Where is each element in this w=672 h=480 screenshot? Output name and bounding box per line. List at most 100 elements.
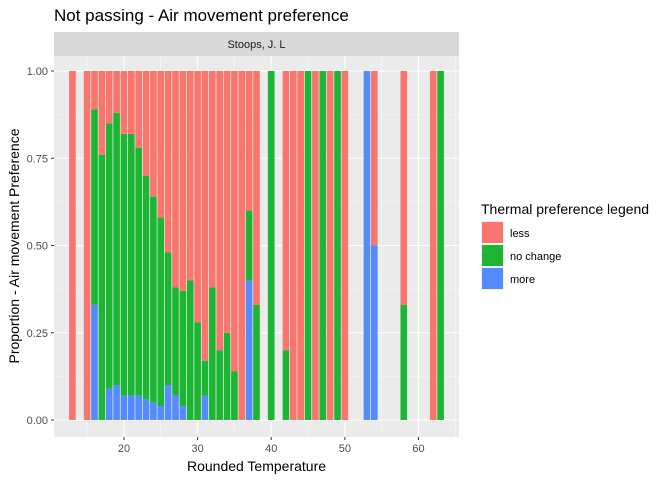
- bar-segment-less: [142, 71, 150, 176]
- facet-strip: [54, 32, 459, 56]
- bar-segment-more: [157, 406, 165, 420]
- bar-segment-less: [371, 71, 378, 246]
- bar-segment-no-change: [179, 290, 187, 407]
- bar-segment-less: [194, 71, 201, 323]
- bar-segment-no-change: [142, 175, 150, 400]
- bar-segment-less: [120, 71, 128, 134]
- bar-segment-no-change: [319, 71, 327, 420]
- bar-segment-no-change: [91, 109, 98, 305]
- facet-label: Stoops, J. L: [227, 39, 285, 51]
- bar-segment-no-change: [201, 360, 209, 396]
- bar-segment-no-change: [334, 71, 341, 420]
- legend-title: Thermal preference legend: [481, 201, 649, 217]
- bar-segment-no-change: [437, 71, 444, 420]
- bar-segment-no-change: [216, 350, 223, 420]
- bar-segment-less: [179, 71, 187, 291]
- bar-segment-no-change: [113, 112, 120, 386]
- bar-segment-less: [312, 71, 319, 420]
- bar-segment-no-change: [150, 196, 157, 403]
- legend-swatch: [482, 268, 503, 289]
- bar-segment-no-change: [186, 280, 194, 420]
- bar-segment-less: [245, 71, 253, 211]
- bar-segment-less: [238, 71, 246, 420]
- bar-segment-more: [128, 395, 135, 420]
- bar-segment-less: [186, 71, 194, 281]
- bar-segment-less: [201, 71, 209, 361]
- bar-segment-less: [157, 71, 165, 218]
- legend-entry-label: no change: [510, 251, 561, 263]
- legend-entry-label: less: [510, 228, 530, 240]
- bar-segment-more: [201, 395, 209, 420]
- bar-segment-more: [105, 388, 113, 420]
- bar-segment-no-change: [157, 217, 165, 407]
- bar-segment-less: [105, 71, 113, 124]
- bar-segment-more: [120, 395, 128, 420]
- bar-segment-no-change: [120, 133, 128, 396]
- y-tick-label: 0.25: [27, 328, 48, 340]
- bar-segment-less: [282, 71, 290, 351]
- bar-segment-less: [326, 71, 334, 420]
- ticks-layer: 20 30 40 50 60 0.00 0.25 0.50 0.75 1.00: [27, 66, 425, 455]
- bar-segment-less: [223, 71, 231, 333]
- bar-segment-no-change: [209, 287, 216, 420]
- bar-segment-more: [150, 402, 157, 420]
- bar-segment-less: [253, 71, 260, 305]
- bar-segment-less: [128, 71, 135, 134]
- bar-segment-no-change: [253, 304, 260, 420]
- y-tick-label: 1.00: [27, 66, 48, 78]
- x-tick-label: 20: [118, 443, 130, 455]
- bar-segment-less: [91, 71, 98, 110]
- bar-segment-no-change: [135, 147, 142, 396]
- legend-entry-label: more: [510, 274, 535, 286]
- bar-segment-more: [135, 395, 142, 420]
- bar-segment-less: [164, 71, 172, 253]
- x-axis-title: Rounded Temperature: [187, 458, 326, 474]
- y-tick-label: 0.00: [27, 415, 48, 427]
- bar-segment-less: [113, 71, 120, 113]
- bar-segment-no-change: [245, 210, 253, 281]
- y-tick-label: 0.50: [27, 241, 48, 253]
- x-tick-label: 40: [265, 443, 277, 455]
- bar-segment-more: [91, 304, 98, 420]
- bar-segment-less: [341, 71, 349, 420]
- legend-swatch: [482, 222, 503, 243]
- bar-segment-less: [172, 71, 179, 288]
- bar-segment-no-change: [400, 304, 408, 420]
- bar-segment-more: [371, 245, 378, 420]
- bar-segment-no-change: [223, 332, 231, 420]
- bar-segment-less: [231, 71, 238, 372]
- bars-layer: [69, 71, 444, 420]
- bar-segment-less: [135, 71, 142, 148]
- bar-segment-no-change: [282, 350, 290, 420]
- bar-segment-more: [179, 406, 187, 420]
- x-tick-label: 30: [191, 443, 203, 455]
- legend-swatch: [482, 245, 503, 266]
- bar-segment-no-change: [172, 287, 179, 396]
- bar-segment-more: [142, 399, 150, 420]
- bar-segment-more: [363, 71, 371, 420]
- y-tick-label: 0.75: [27, 153, 48, 165]
- bar-segment-less: [290, 71, 297, 420]
- bar-segment-less: [429, 71, 437, 420]
- bar-segment-no-change: [98, 154, 106, 420]
- x-tick-label: 60: [412, 443, 424, 455]
- bar-segment-no-change: [105, 123, 113, 389]
- bar-segment-less: [69, 71, 76, 420]
- bar-segment-no-change: [164, 252, 172, 386]
- legend: Thermal preference legend less no change m…: [481, 201, 649, 290]
- bar-segment-more: [113, 385, 120, 420]
- bar-segment-less: [150, 71, 157, 197]
- bar-segment-less: [400, 71, 408, 305]
- bar-segment-more: [172, 395, 179, 420]
- bar-segment-less: [216, 71, 223, 351]
- bar-segment-less: [209, 71, 216, 288]
- bar-segment-less: [98, 71, 106, 155]
- chart-title: Not passing - Air movement preference: [54, 6, 349, 25]
- bar-segment-no-change: [304, 71, 312, 420]
- y-axis-title: Proportion - Air movement Preference: [6, 128, 22, 363]
- bar-segment-no-change: [231, 371, 238, 420]
- bar-segment-less: [297, 71, 304, 420]
- bar-segment-no-change: [267, 71, 275, 420]
- bar-segment-less: [83, 71, 91, 420]
